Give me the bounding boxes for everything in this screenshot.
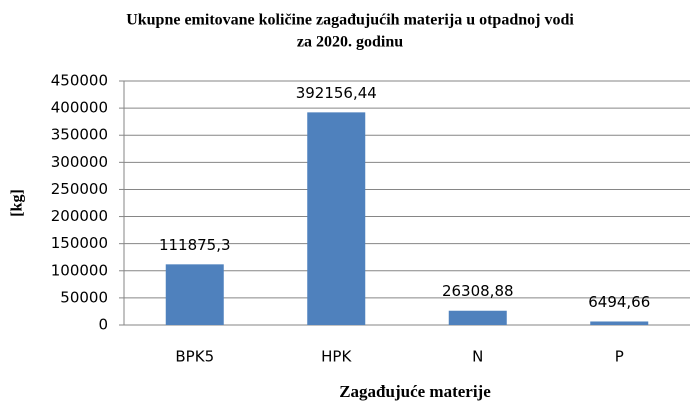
- x-axis-label: Zagađujuće materije: [339, 382, 491, 401]
- y-tick-label: 200000: [51, 207, 108, 225]
- y-tick-label: 150000: [51, 234, 108, 252]
- x-tick-label: BPK5: [175, 348, 214, 366]
- bar: [307, 112, 366, 325]
- bar: [165, 264, 224, 325]
- y-tick-label: 250000: [51, 180, 108, 198]
- y-axis-label: [kg]: [9, 189, 26, 217]
- chart-title: Ukupne emitovane količine zagađujućih ma…: [126, 12, 574, 29]
- y-tick-label: 100000: [51, 261, 108, 279]
- data-label: 6494,66: [588, 293, 650, 311]
- x-tick-label: N: [472, 348, 483, 366]
- y-tick-label: 50000: [60, 288, 108, 306]
- y-tick-label: 400000: [51, 99, 108, 117]
- x-tick-label: HPK: [321, 348, 352, 366]
- data-label: 26308,88: [442, 282, 514, 300]
- y-tick-label: 350000: [51, 126, 108, 144]
- bar: [448, 310, 507, 325]
- x-tick-label: P: [615, 348, 624, 366]
- y-tick-label: 0: [98, 316, 108, 334]
- data-label: 111875,3: [159, 236, 231, 254]
- data-label: 392156,44: [296, 84, 377, 102]
- y-tick-label: 300000: [51, 153, 108, 171]
- y-tick-label: 450000: [51, 72, 108, 90]
- chart-title: za 2020. godinu: [297, 34, 403, 51]
- bar: [590, 321, 649, 325]
